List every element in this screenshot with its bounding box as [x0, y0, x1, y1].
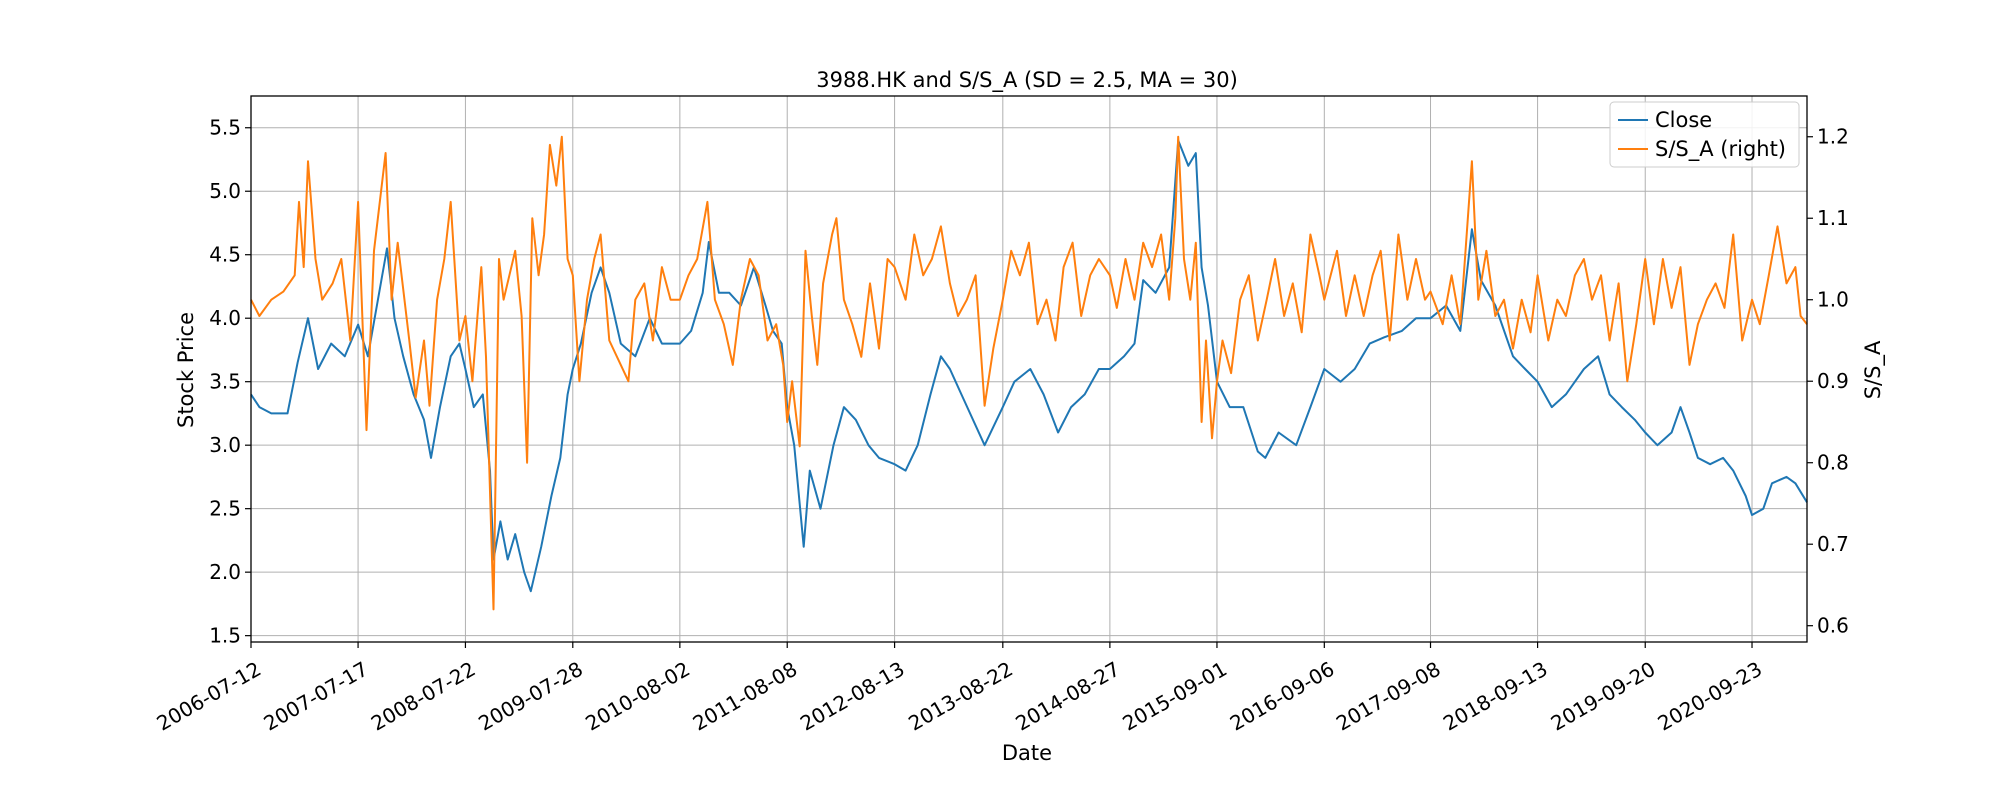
right-y-tick-label: 0.6 — [1817, 614, 1849, 638]
series-line-ss-a — [250, 135, 1808, 611]
left-y-tick-label: 1.5 — [209, 624, 241, 648]
right-y-axis-label: S/S_A — [1861, 340, 1886, 399]
right-y-tick-label: 1.2 — [1817, 125, 1849, 149]
legend: Close S/S_A (right) — [1609, 101, 1800, 168]
x-axis-label: Date — [1002, 741, 1052, 765]
right-y-tick-label: 1.1 — [1817, 206, 1849, 230]
right-y-tick-label: 0.8 — [1817, 451, 1849, 475]
left-y-tick-label: 4.5 — [209, 243, 241, 267]
plot-frame — [250, 95, 1808, 643]
left-y-tick-label: 3.5 — [209, 370, 241, 394]
left-y-tick-label: 3.0 — [209, 433, 241, 457]
legend-box — [1609, 101, 1800, 168]
right-y-axis-ticks: 0.6 0.7 0.8 0.9 1.0 1.1 1.2 — [1807, 125, 1849, 638]
series-line-close — [250, 139, 1808, 593]
right-y-tick-label: 0.7 — [1817, 532, 1849, 556]
left-y-tick-label: 2.5 — [209, 497, 241, 521]
right-y-tick-label: 1.0 — [1817, 288, 1849, 312]
series-lines — [250, 135, 1808, 611]
left-y-tick-label: 5.0 — [209, 179, 241, 203]
left-y-tick-label: 2.0 — [209, 560, 241, 584]
right-y-tick-label: 0.9 — [1817, 369, 1849, 393]
legend-label-close: Close — [1655, 108, 1712, 132]
left-y-tick-label: 4.0 — [209, 306, 241, 330]
left-y-axis-ticks: 1.5 2.0 2.5 3.0 3.5 4.0 4.5 5.0 5.5 — [209, 116, 251, 648]
legend-label-ss-a: S/S_A (right) — [1655, 137, 1786, 162]
chart-title: 3988.HK and S/S_A (SD = 2.5, MA = 30) — [816, 68, 1238, 93]
left-y-axis-label: Stock Price — [174, 312, 198, 428]
left-y-tick-label: 5.5 — [209, 116, 241, 140]
